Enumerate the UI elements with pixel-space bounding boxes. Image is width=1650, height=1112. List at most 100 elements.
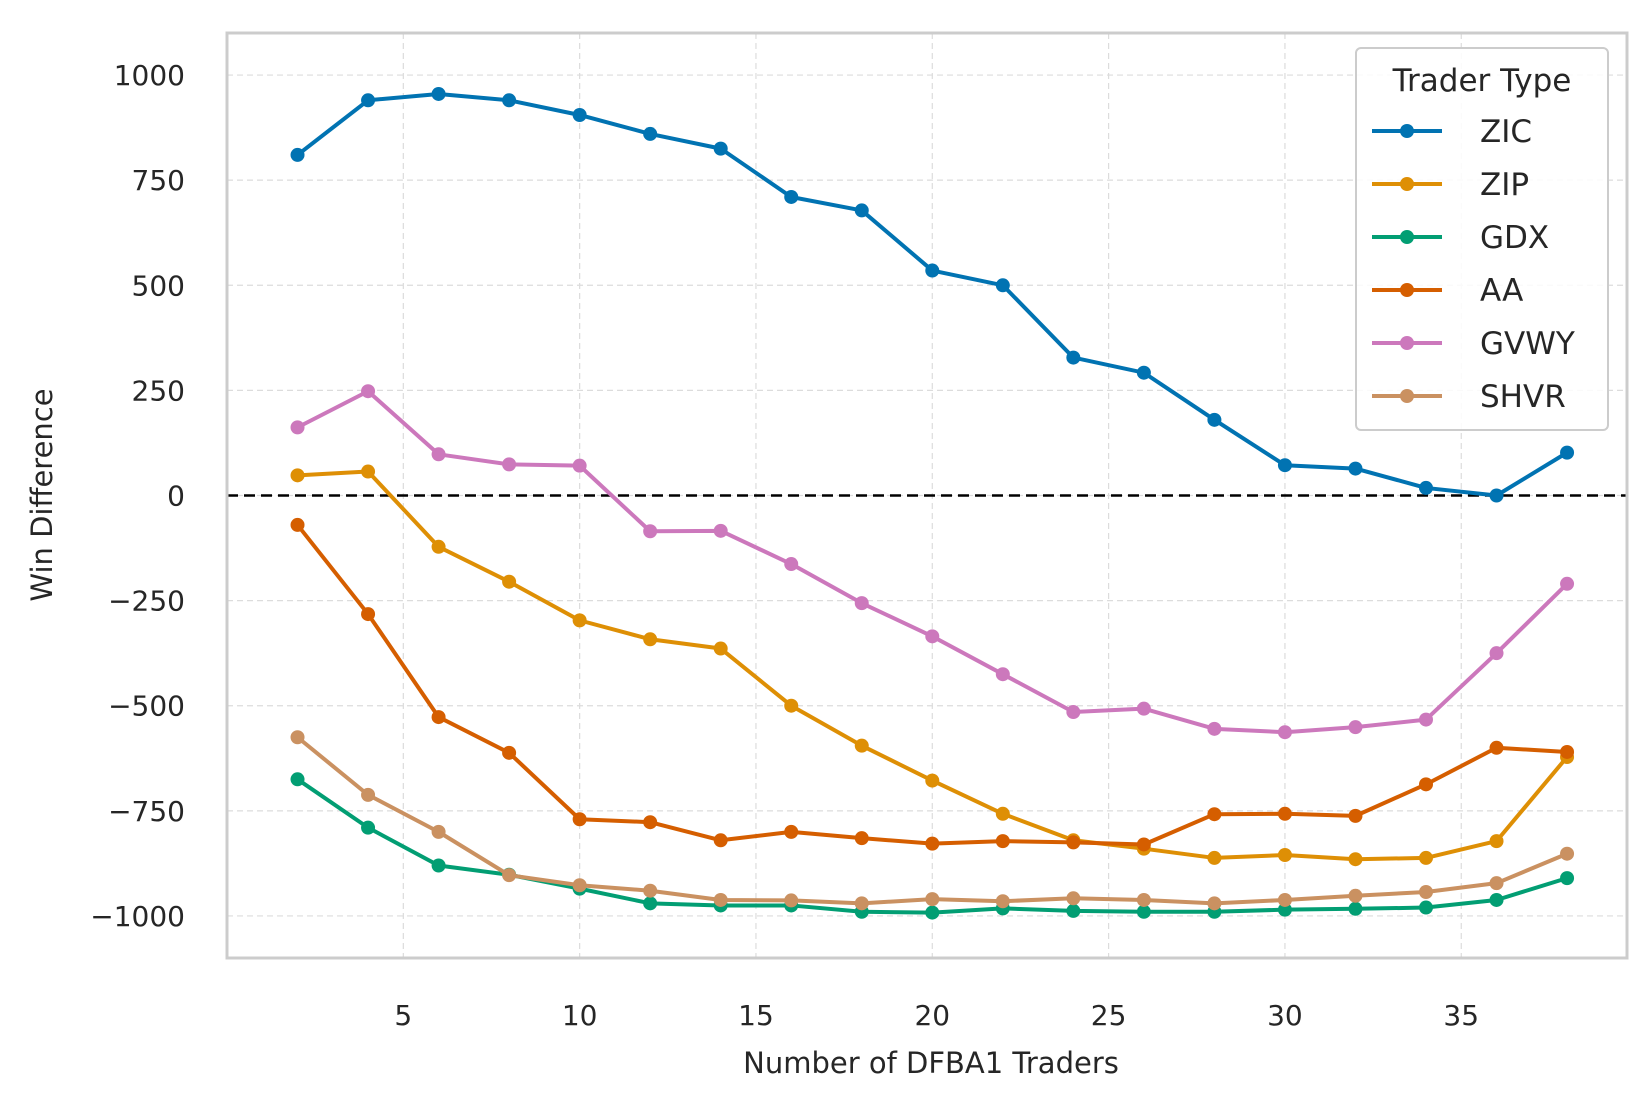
data-point: [1066, 903, 1081, 918]
data-point: [361, 384, 376, 399]
data-point: [572, 107, 587, 122]
data-point: [1489, 834, 1504, 849]
data-point: [1207, 807, 1222, 822]
data-point: [925, 836, 940, 851]
legend-swatch-marker: [1400, 230, 1414, 244]
data-point: [572, 458, 587, 473]
data-point: [1066, 705, 1081, 720]
data-point: [713, 141, 728, 156]
data-point: [1489, 876, 1504, 891]
data-point: [361, 607, 376, 622]
data-point: [1207, 721, 1222, 736]
y-tick-label: 500: [132, 269, 185, 302]
legend-item-gvwy: GVWY: [1372, 326, 1575, 362]
data-point: [995, 894, 1010, 909]
data-point: [643, 126, 658, 141]
data-point: [1277, 847, 1292, 862]
data-point: [502, 93, 517, 108]
data-point: [431, 86, 446, 101]
legend-swatch-marker: [1400, 177, 1414, 191]
data-point: [361, 820, 376, 835]
legend-swatch-marker: [1400, 124, 1414, 138]
data-point: [1277, 725, 1292, 740]
data-point: [713, 892, 728, 907]
legend-swatch-marker: [1400, 336, 1414, 350]
x-tick-label: 25: [1091, 999, 1127, 1032]
data-point: [925, 629, 940, 644]
y-axis-title: Win Difference: [25, 388, 59, 601]
legend-item-aa: AA: [1372, 273, 1523, 309]
data-point: [1136, 701, 1151, 716]
data-point: [713, 833, 728, 848]
data-point: [854, 831, 869, 846]
data-point: [784, 557, 799, 572]
x-tick-label: 5: [394, 999, 412, 1032]
legend-label: ZIC: [1480, 114, 1532, 150]
data-point: [925, 263, 940, 278]
data-point: [431, 447, 446, 462]
data-point: [1136, 365, 1151, 380]
data-point: [572, 878, 587, 893]
legend-item-gdx: GDX: [1372, 220, 1549, 256]
data-point: [1418, 884, 1433, 899]
x-tick-label: 35: [1443, 999, 1479, 1032]
legend-label: ZIP: [1480, 167, 1529, 203]
data-point: [1066, 350, 1081, 365]
legend-title: Trader Type: [1392, 63, 1572, 99]
data-point: [431, 539, 446, 554]
data-point: [290, 772, 305, 787]
legend-label: GDX: [1480, 220, 1549, 256]
data-point: [502, 745, 517, 760]
x-tick-label: 15: [738, 999, 774, 1032]
data-point: [1418, 480, 1433, 495]
data-point: [1136, 892, 1151, 907]
data-point: [290, 420, 305, 435]
legend-swatch-marker: [1400, 389, 1414, 403]
data-point: [431, 858, 446, 873]
data-point: [1418, 900, 1433, 915]
y-tick-label: −250: [108, 585, 185, 618]
data-point: [290, 468, 305, 483]
data-point: [290, 147, 305, 162]
y-tick-label: 750: [132, 164, 185, 197]
legend-item-shvr: SHVR: [1372, 379, 1566, 415]
data-point: [1348, 888, 1363, 903]
legend-label: GVWY: [1480, 326, 1575, 362]
data-point: [784, 893, 799, 908]
legend: Trader Type ZIC ZIP GDX AA GVWY SHVR: [1355, 47, 1609, 431]
data-point: [1560, 445, 1575, 460]
axes: 5 10 15 20 25 30 35 −1000 −750 −500 −250 0 250 500 750…: [90, 31, 1629, 1032]
data-point: [1066, 891, 1081, 906]
series-shvr: [290, 730, 1575, 911]
x-tick-label: 10: [562, 999, 598, 1032]
data-point: [431, 710, 446, 725]
data-point: [995, 667, 1010, 682]
data-point: [1418, 850, 1433, 865]
data-point: [1489, 740, 1504, 755]
data-point: [361, 93, 376, 108]
legend-label: AA: [1480, 273, 1523, 309]
data-point: [1207, 896, 1222, 911]
data-point: [1560, 846, 1575, 861]
y-tick-label: 0: [167, 480, 185, 513]
data-point: [995, 834, 1010, 849]
data-point: [854, 596, 869, 611]
data-point: [1207, 850, 1222, 865]
data-point: [784, 189, 799, 204]
y-tick-label: −1000: [90, 900, 185, 933]
x-tick-label: 30: [1267, 999, 1303, 1032]
data-point: [572, 812, 587, 827]
data-point: [925, 773, 940, 788]
y-tick-label: −750: [108, 795, 185, 828]
series-gvwy: [290, 384, 1575, 740]
x-axis-title: Number of DFBA1 Traders: [743, 1046, 1119, 1080]
x-tick-label: 20: [914, 999, 950, 1032]
legend-item-zip: ZIP: [1372, 167, 1529, 203]
legend-label: SHVR: [1480, 379, 1566, 415]
data-point: [1348, 808, 1363, 823]
data-point: [925, 905, 940, 920]
plot-frame: [225, 31, 1629, 960]
data-point: [361, 464, 376, 479]
data-point: [643, 883, 658, 898]
